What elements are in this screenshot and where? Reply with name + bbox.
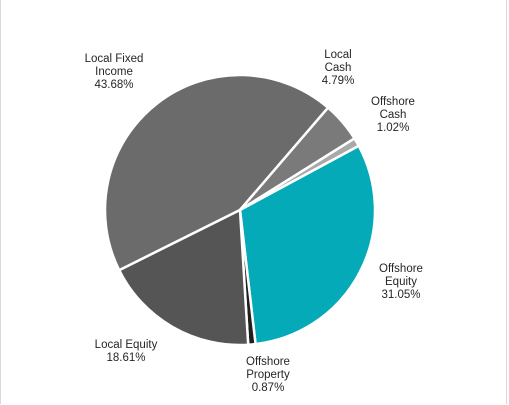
label-offshore-cash: Offshore Cash 1.02% [371,96,415,134]
pie-labels: Local Fixed Income 43.68%Local Cash 4.79%Off… [85,49,423,394]
slice-local-equity [117,208,250,347]
label-offshore-property: Offshore Property 0.87% [246,356,290,394]
label-text: Property [246,369,290,381]
label-local-cash: Local Cash 4.79% [322,49,355,87]
label-text: Offshore [379,263,423,275]
label-percent: 0.87% [252,382,285,394]
label-text: Income [95,66,133,78]
slice-offshore-equity [238,144,377,346]
label-offshore-equity: Offshore Equity 31.05% [379,263,423,301]
label-text: Local Fixed [85,53,144,65]
label-percent: 18.61% [106,352,145,364]
label-text: Local [324,49,352,61]
label-text: Equity [385,276,417,288]
label-percent: 1.02% [377,122,410,134]
label-percent: 4.79% [322,75,355,87]
pie-slices [103,73,377,347]
label-percent: 43.68% [94,79,133,91]
label-text: Cash [380,109,407,121]
label-local-fixed-income: Local Fixed Income 43.68% [85,53,144,91]
label-local-equity: Local Equity 18.61% [95,339,158,364]
slice-local-fixed-income [103,73,330,272]
label-text: Offshore [371,96,415,108]
label-percent: 31.05% [381,289,420,301]
label-text: Offshore [246,356,290,368]
label-text: Local Equity [95,339,158,351]
label-text: Cash [325,62,352,74]
